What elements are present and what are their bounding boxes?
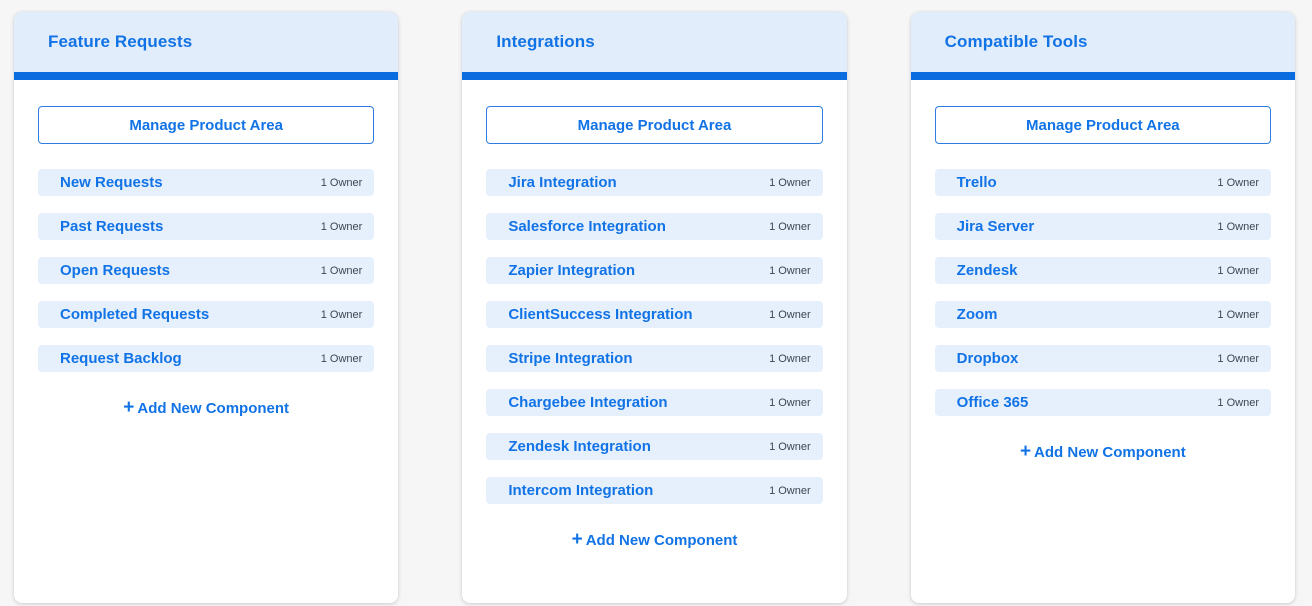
owner-count: 1 Owner <box>320 176 363 189</box>
component-label: Office 365 <box>956 394 1029 411</box>
component-row[interactable]: Jira Integration 1 Owner <box>486 169 823 196</box>
plus-icon: + <box>571 529 583 550</box>
owner-count: 1 Owner <box>320 220 363 233</box>
add-new-component-button[interactable]: + Add New Component <box>935 441 1271 462</box>
component-row[interactable]: Dropbox 1 Owner <box>934 345 1271 372</box>
component-row[interactable]: Past Requests 1 Owner <box>38 213 375 240</box>
card-header: Feature Requests <box>14 12 399 72</box>
owner-count: 1 Owner <box>320 264 363 277</box>
component-label: Zendesk <box>956 262 1018 279</box>
plus-icon: + <box>123 397 135 418</box>
component-row[interactable]: Chargebee Integration 1 Owner <box>486 389 823 416</box>
add-new-component-label: Add New Component <box>1034 444 1186 461</box>
component-row[interactable]: Zapier Integration 1 Owner <box>486 257 823 284</box>
card-header: Integrations <box>462 12 847 72</box>
manage-product-area-button[interactable]: Manage Product Area <box>486 106 823 144</box>
component-row[interactable]: ClientSuccess Integration 1 Owner <box>486 301 823 328</box>
owner-count: 1 Owner <box>769 308 811 321</box>
card-accent-bar <box>462 72 847 80</box>
component-row[interactable]: Intercom Integration 1 Owner <box>486 477 823 504</box>
component-label: New Requests <box>60 174 163 191</box>
component-label: Trello <box>956 174 997 191</box>
owner-count: 1 Owner <box>320 308 363 321</box>
owner-count: 1 Owner <box>769 220 811 233</box>
card-body: Manage Product Area Trello 1 Owner Jira … <box>911 80 1295 482</box>
card-accent-bar <box>14 72 399 80</box>
add-new-component-button[interactable]: + Add New Component <box>38 397 374 418</box>
card-title: Compatible Tools <box>944 32 1088 51</box>
manage-product-area-button[interactable]: Manage Product Area <box>38 106 375 144</box>
owner-count: 1 Owner <box>769 440 811 453</box>
owner-count: 1 Owner <box>769 396 811 409</box>
owner-count: 1 Owner <box>769 484 811 497</box>
owner-count: 1 Owner <box>320 352 363 365</box>
component-label: Jira Server <box>956 218 1035 235</box>
component-label: Request Backlog <box>60 350 182 367</box>
component-label: Dropbox <box>956 350 1019 367</box>
component-row[interactable]: Trello 1 Owner <box>934 169 1271 196</box>
component-row[interactable]: Request Backlog 1 Owner <box>38 345 375 372</box>
component-row[interactable]: Office 365 1 Owner <box>934 389 1271 416</box>
component-label: Stripe Integration <box>508 350 633 367</box>
card-header: Compatible Tools <box>910 12 1295 72</box>
component-row[interactable]: Zendesk Integration 1 Owner <box>486 433 823 460</box>
component-row[interactable]: Salesforce Integration 1 Owner <box>486 213 823 240</box>
card-accent-bar <box>910 72 1295 80</box>
add-new-component-label: Add New Component <box>137 400 290 417</box>
product-area-card-feature-requests: Feature Requests Manage Product Area New… <box>14 12 399 603</box>
component-label: Completed Requests <box>60 306 210 323</box>
card-title: Feature Requests <box>48 32 193 51</box>
owner-count: 1 Owner <box>1217 396 1259 409</box>
owner-count: 1 Owner <box>1217 220 1259 233</box>
add-new-component-button[interactable]: + Add New Component <box>486 529 822 550</box>
manage-product-area-button[interactable]: Manage Product Area <box>934 106 1271 144</box>
owner-count: 1 Owner <box>1217 176 1259 189</box>
component-row[interactable]: Jira Server 1 Owner <box>934 213 1271 240</box>
component-label: Jira Integration <box>508 174 617 191</box>
component-label: Zoom <box>956 306 998 323</box>
plus-icon: + <box>1019 441 1032 462</box>
component-label: Chargebee Integration <box>508 394 668 411</box>
component-row[interactable]: Zendesk 1 Owner <box>934 257 1271 284</box>
component-label: Salesforce Integration <box>508 218 666 235</box>
owner-count: 1 Owner <box>1217 308 1259 321</box>
component-row[interactable]: Completed Requests 1 Owner <box>38 301 375 328</box>
owner-count: 1 Owner <box>769 176 811 189</box>
component-label: Intercom Integration <box>508 482 654 499</box>
owner-count: 1 Owner <box>769 264 811 277</box>
component-label: Zendesk Integration <box>508 438 651 455</box>
component-label: ClientSuccess Integration <box>508 306 693 323</box>
card-body: Manage Product Area Jira Integration 1 O… <box>462 80 846 570</box>
card-title: Integrations <box>496 32 595 51</box>
add-new-component-label: Add New Component <box>585 532 738 549</box>
component-label: Past Requests <box>60 218 164 235</box>
component-row[interactable]: Stripe Integration 1 Owner <box>486 345 823 372</box>
owner-count: 1 Owner <box>1217 264 1259 277</box>
component-row[interactable]: Open Requests 1 Owner <box>38 257 375 284</box>
component-row[interactable]: Zoom 1 Owner <box>934 301 1271 328</box>
owner-count: 1 Owner <box>1217 352 1259 365</box>
component-label: Open Requests <box>60 262 171 279</box>
component-row[interactable]: New Requests 1 Owner <box>38 169 375 196</box>
card-body: Manage Product Area New Requests 1 Owner… <box>14 80 398 438</box>
owner-count: 1 Owner <box>769 352 811 365</box>
component-label: Zapier Integration <box>508 262 636 279</box>
product-area-card-integrations: Integrations Manage Product Area Jira In… <box>462 12 847 603</box>
product-area-card-compatible-tools: Compatible Tools Manage Product Area Tre… <box>910 12 1295 603</box>
